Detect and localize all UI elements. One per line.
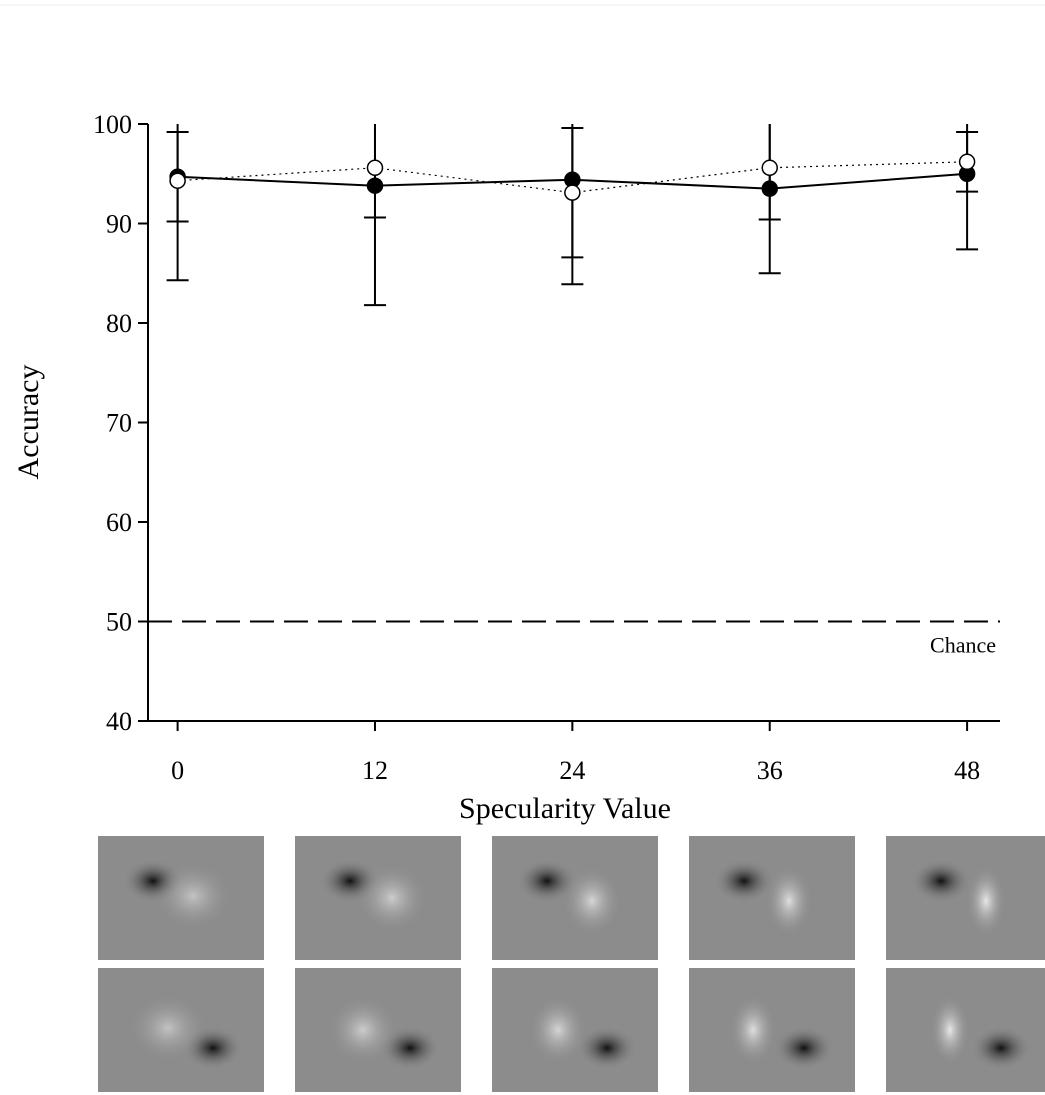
x-tick-label: 12: [362, 756, 388, 785]
data-point: [366, 177, 384, 194]
data-point: [761, 159, 778, 177]
data-point: [761, 180, 778, 197]
y-tick-label: 80: [106, 309, 132, 338]
x-axis-title: Specularity Value: [459, 792, 671, 825]
x-tick-label: 48: [954, 756, 980, 785]
x-tick-label: 24: [559, 756, 585, 785]
x-tick-label: 0: [171, 756, 184, 785]
thumb-row-1: [98, 836, 1045, 960]
y-tick-label: 40: [106, 707, 132, 736]
thumb-row-2: [98, 968, 1045, 1092]
data-point: [564, 184, 581, 201]
y-axis-title: Accuracy: [12, 365, 45, 480]
y-tick-label: 70: [106, 409, 132, 438]
data-point: [366, 159, 384, 177]
data-point: [958, 153, 976, 171]
plot-area: [166, 124, 979, 307]
y-tick-label: 100: [93, 110, 132, 139]
y-tick-label: 60: [106, 508, 132, 537]
y-tick-label: 50: [106, 608, 132, 637]
x-tick-label: 36: [757, 756, 783, 785]
y-tick-label: 90: [106, 210, 132, 239]
chance-label: Chance: [930, 633, 996, 658]
stimulus-images: [98, 836, 1045, 1092]
data-point: [169, 172, 186, 189]
